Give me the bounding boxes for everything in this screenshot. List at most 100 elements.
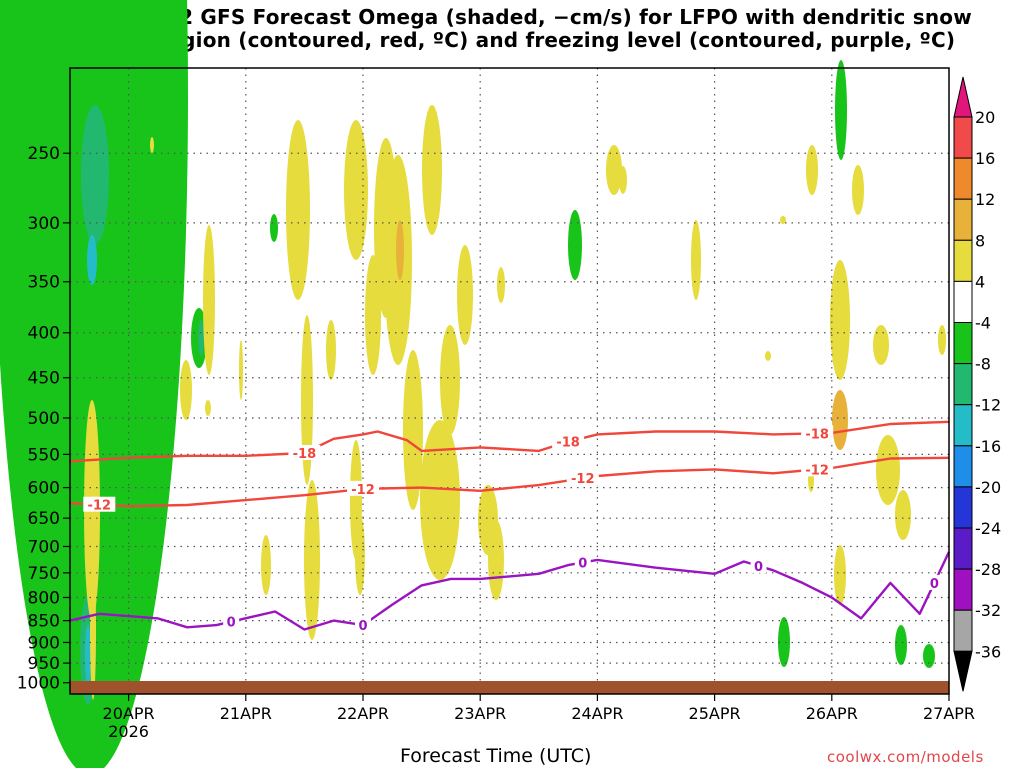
colorbar-label: -36: [975, 642, 1001, 661]
x-tick-label: 27APR: [923, 704, 975, 723]
omega-shading-region: [568, 210, 582, 280]
colorbar-label: -24: [975, 519, 1001, 538]
omega-shading-region: [150, 137, 154, 153]
omega-shading-region: [87, 235, 97, 285]
contour-label: -12: [88, 499, 112, 514]
omega-shading-region: [619, 166, 627, 194]
omega-shading-region: [301, 315, 313, 485]
colorbar-label: 12: [975, 190, 995, 209]
contour-line-minus18: [69, 420, 950, 463]
colorbar-bin: [953, 445, 973, 488]
omega-shading-region: [830, 260, 850, 380]
y-tick-label: 500: [28, 409, 60, 429]
x-tick-label: 26APR: [806, 704, 858, 723]
omega-shading-region: [304, 480, 320, 640]
contour-label-bg: [566, 470, 599, 486]
contour-label-bg: [801, 461, 834, 477]
y-tick-label: 900: [28, 633, 60, 653]
colorbar-bin: [953, 116, 973, 159]
chart-title: 2026041912 GFS Forecast Omega (shaded, −…: [0, 6, 1024, 52]
x-tick-sublabel: 2026: [108, 722, 149, 741]
y-tick-label: 400: [28, 324, 60, 344]
contour-label: -12: [351, 483, 375, 498]
colorbar-top-arrow: [953, 76, 973, 118]
omega-shading-region: [205, 400, 211, 416]
omega-shading-region: [261, 535, 271, 595]
contour-label: 0: [227, 616, 236, 631]
omega-shading-region: [85, 625, 91, 685]
omega-shading-region: [852, 165, 864, 215]
colorbar-bin: [953, 527, 973, 570]
omega-shading-region: [403, 350, 423, 510]
colorbar-bin: [953, 157, 973, 200]
colorbar-bottom-arrow: [953, 650, 973, 692]
colorbar-label: 8: [975, 231, 985, 250]
omega-shading-region: [895, 625, 907, 665]
y-tick-label: 750: [28, 564, 60, 584]
omega-shading-region: [420, 420, 460, 580]
colorbar-label: -32: [975, 601, 1001, 620]
omega-shading-region: [198, 320, 204, 356]
y-tick-label: 300: [28, 214, 60, 234]
colorbar-bin: [953, 239, 973, 282]
chart-title-line-1: 2026041912 GFS Forecast Omega (shaded, −…: [52, 5, 972, 29]
colorbar-bin: [953, 280, 973, 323]
chart-title-line-2: growth region (contoured, red, ºC) and f…: [68, 28, 956, 52]
x-tick-label: 25APR: [689, 704, 741, 723]
contour-label: 0: [754, 560, 763, 575]
x-tick-label: 20APR: [103, 704, 155, 723]
omega-shading-region: [116, 176, 120, 200]
colorbar-label: 16: [975, 149, 995, 168]
contour-label-bg: [552, 433, 585, 449]
x-tick-label: 24APR: [571, 704, 623, 723]
y-tick-label: 800: [28, 588, 60, 608]
omega-shading-region: [0, 0, 188, 768]
omega-shading-region: [895, 490, 911, 540]
contour-label-bg: [355, 617, 371, 633]
contour-label: -12: [571, 472, 595, 487]
omega-shading-region: [780, 216, 786, 224]
watermark-link[interactable]: coolwx.com/models: [827, 748, 984, 766]
omega-shading-layer: [0, 0, 946, 768]
contour-label-bg: [926, 574, 943, 590]
colorbar-bin: [953, 486, 973, 529]
y-tick-label: 250: [28, 144, 60, 164]
omega-shading-region: [239, 340, 243, 400]
omega-shading-region: [606, 145, 622, 195]
omega-shading-region: [119, 310, 125, 334]
contour-label-bg: [288, 444, 321, 460]
omega-shading-region: [440, 325, 460, 435]
colorbar-label: -20: [975, 478, 1001, 497]
colorbar-bin: [953, 568, 973, 611]
omega-shading-region: [396, 220, 404, 280]
y-tick-label: 850: [28, 612, 60, 632]
contour-label: 0: [578, 557, 587, 572]
y-tick-label: 350: [28, 273, 60, 293]
colorbar-bin: [953, 609, 973, 652]
contour-label: 0: [930, 577, 939, 592]
colorbar: 20 16 12 8 4 -4 -8 -12 -16 -20 -24 -28 -32 -36: [953, 76, 1001, 692]
x-tick-label: 23APR: [454, 704, 506, 723]
y-tick-label: 700: [28, 537, 60, 557]
ground-surface: [70, 681, 949, 694]
y-axis: 2503003504004505005506006507007508008509…: [17, 144, 70, 694]
colorbar-label: -28: [975, 560, 1001, 579]
omega-shading-region: [90, 560, 96, 700]
colorbar-bin: [953, 363, 973, 406]
omega-shading-region: [344, 120, 368, 260]
omega-shading-region: [832, 390, 848, 450]
x-tick-label: 21APR: [220, 704, 272, 723]
contour-line-0: [69, 551, 951, 631]
contour-layer: -18 -18 -18 -12 -12 -12 -12 0 0 0 0 0: [69, 420, 951, 634]
omega-shading-region: [876, 435, 900, 505]
contour-label-bg: [223, 613, 240, 629]
omega-shading-region: [691, 220, 701, 300]
x-tick-label: 22APR: [337, 704, 389, 723]
y-tick-label: 450: [28, 369, 60, 389]
colorbar-label: -8: [975, 355, 991, 374]
omega-shading-region: [497, 267, 505, 303]
plot-frame: [69, 67, 950, 695]
omega-shading-region: [938, 325, 946, 355]
contour-label-bg: [347, 480, 379, 496]
